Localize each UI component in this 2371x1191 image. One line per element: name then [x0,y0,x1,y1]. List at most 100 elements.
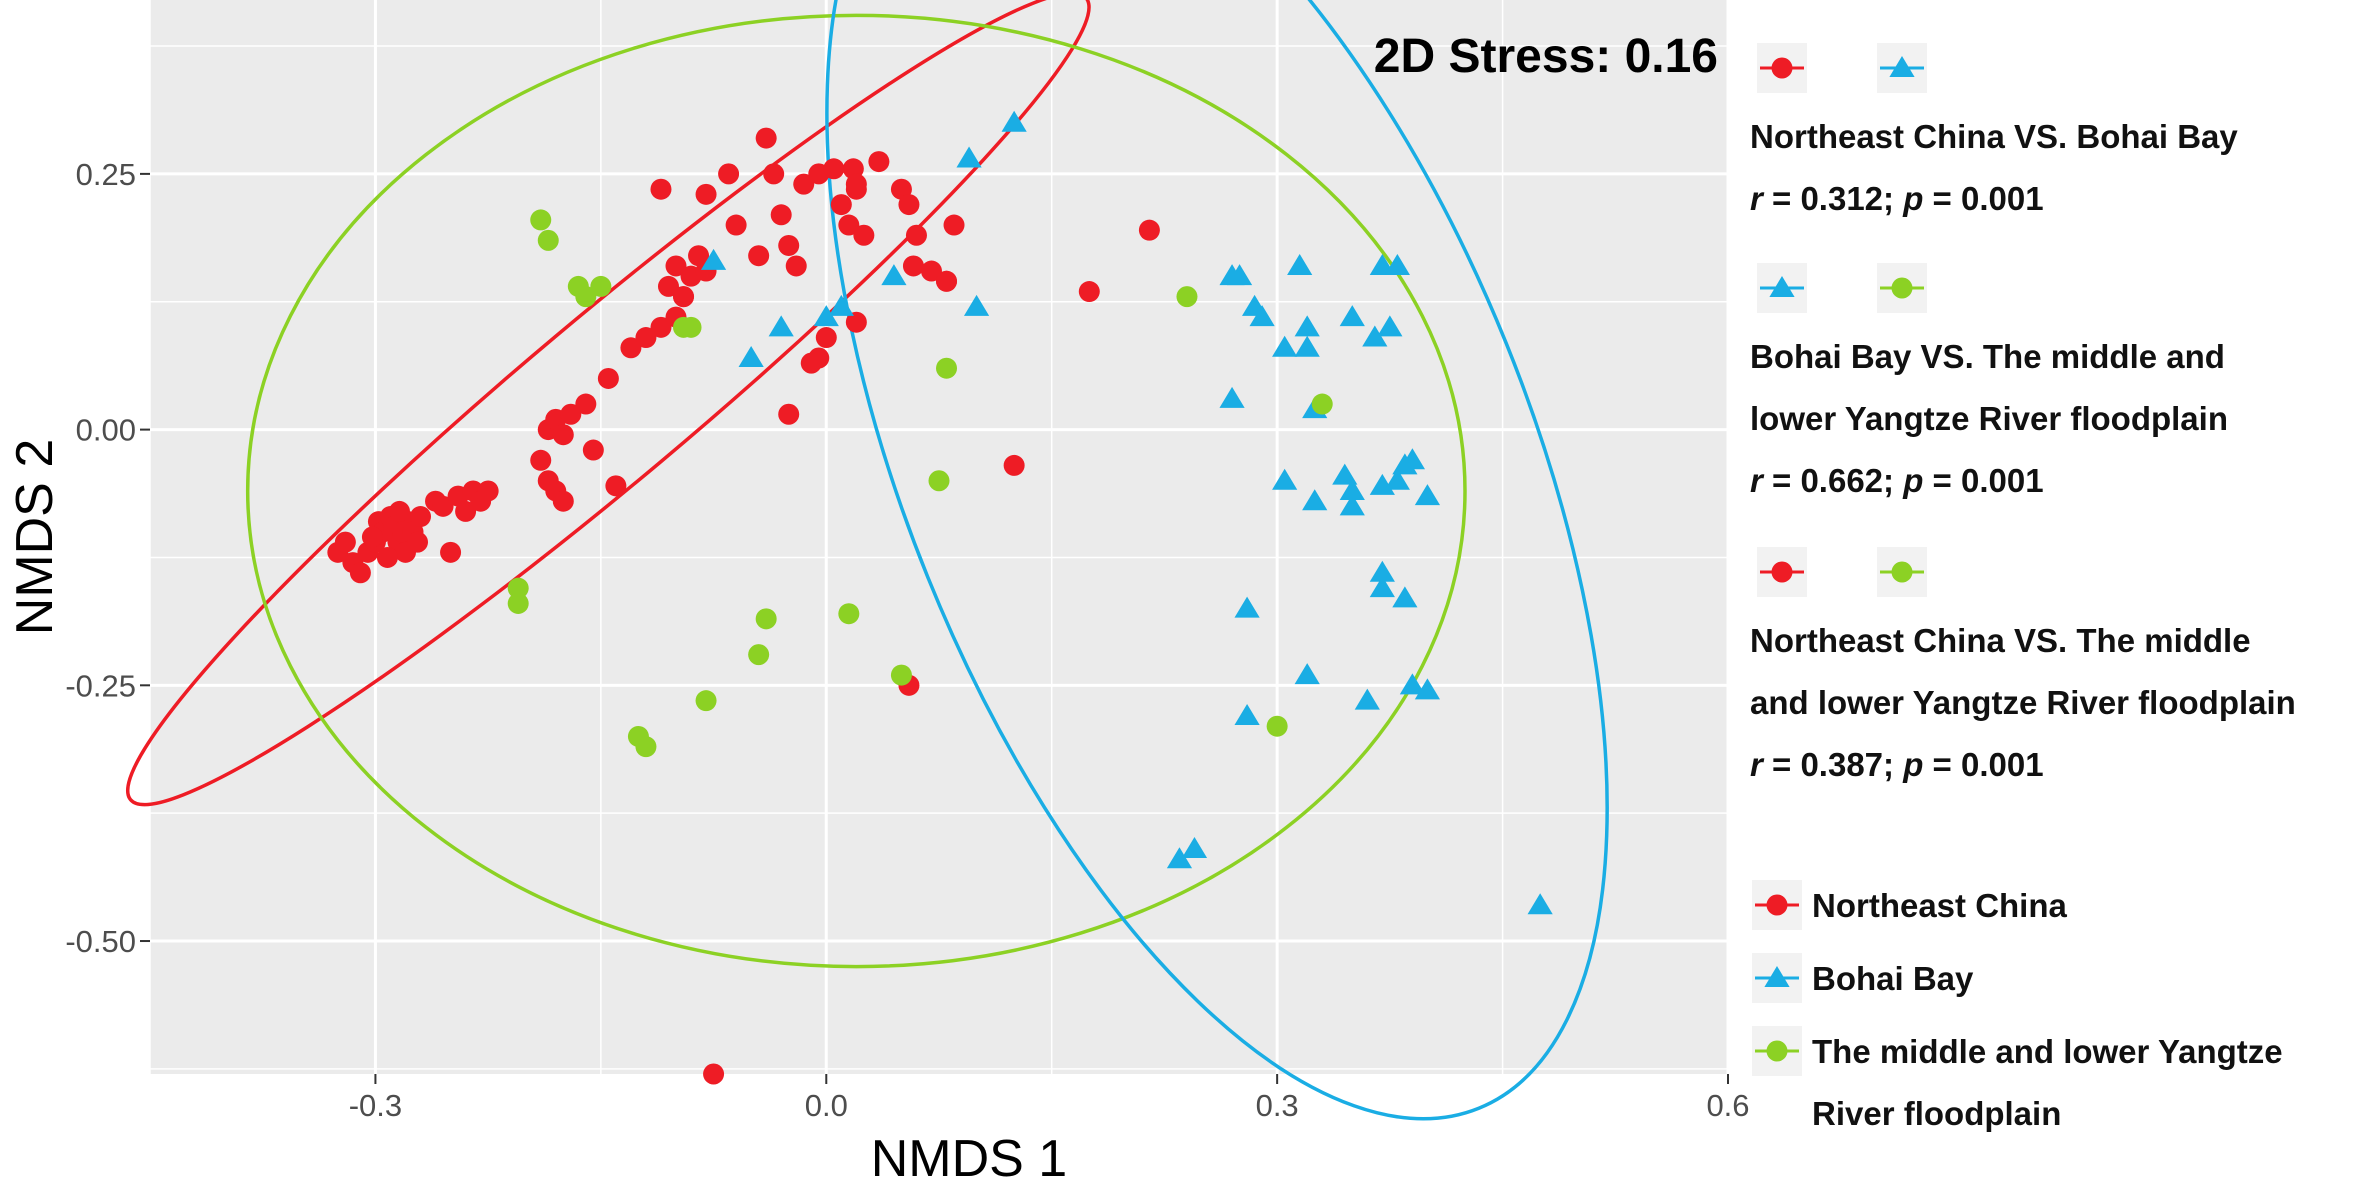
x-tick-label: 0.0 [805,1088,848,1123]
data-point-yangtze [838,603,860,625]
legend-key-northeast-dot [1771,561,1793,583]
data-point-bohai [1377,315,1403,337]
data-point-northeast [845,311,867,333]
data-point-northeast [718,163,740,185]
data-point-bohai [1414,678,1441,700]
x-tick-label: 0.6 [1706,1088,1749,1123]
data-point-northeast [898,194,920,216]
data-point-northeast [407,531,429,553]
data-point-bohai [828,294,854,316]
data-point-northeast [597,367,619,389]
data-point-yangtze [680,316,702,338]
data-point-northeast [650,178,672,200]
data-point-bohai [1001,110,1027,132]
data-point-bohai [1384,253,1410,275]
data-point-northeast [657,275,679,297]
data-point-bohai [1414,484,1441,506]
x-tick-label: -0.3 [349,1088,402,1123]
data-point-northeast [410,506,432,528]
data-point-bohai [1369,560,1395,582]
data-point-northeast [552,490,574,512]
y-axis-title: NMDS 2 [6,439,64,635]
data-point-northeast [1138,219,1160,241]
data-point-bohai [738,346,764,367]
data-point-northeast [838,214,860,236]
data-point-bohai [1226,264,1253,286]
legend-comparison-label: and lower Yangtze River floodplain [1750,684,2296,721]
data-point-bohai [1339,494,1365,516]
data-point-yangtze [1176,286,1198,308]
data-point-northeast [620,337,642,359]
data-point-bohai [1399,448,1425,470]
legend-group-label: Northeast China [1812,887,2068,924]
data-point-yangtze [530,209,552,231]
legend-group-bohai: Bohai Bay [1752,953,1974,1003]
data-point-bohai [1527,893,1553,915]
legend-key-northeast-dot [1771,57,1793,79]
confidence-ellipse-northeast [125,0,1091,807]
data-point-yangtze [590,275,612,297]
data-point-bohai [1384,468,1410,490]
confidence-ellipse-yangtze [245,13,1467,969]
legend-comparison-stats: r = 0.662; p = 0.001 [1750,462,2044,499]
x-axis-title: NMDS 1 [871,1130,1067,1188]
data-point-yangtze [507,592,529,614]
legend-key-bohai-triangle [1769,276,1795,297]
y-tick-label: -0.25 [65,668,136,703]
data-point-northeast [575,393,597,415]
legend-key-northeast-dot [1766,894,1788,916]
data-point-northeast [440,541,462,563]
data-point-yangtze [1266,715,1288,737]
data-point-northeast [530,449,552,471]
data-point-northeast [605,475,627,497]
data-point-bohai [1332,463,1358,485]
data-point-northeast [902,255,924,277]
legend-key-yangtze-dot [1766,1040,1788,1062]
legend-comparison-stats: r = 0.312; p = 0.001 [1750,180,2044,217]
data-point-bohai [963,294,990,316]
data-point-bohai [1219,386,1245,408]
data-point-bohai [1272,468,1298,490]
data-point-northeast [349,562,371,584]
legend-group-label: River floodplain [1812,1095,2061,1132]
data-point-northeast [725,214,747,236]
data-point-bohai [1392,586,1418,608]
data-point-bohai [768,315,794,337]
confidence-ellipse-group [825,0,1609,1121]
data-point-northeast [793,173,815,195]
data-point-northeast [943,214,965,236]
data-point-bohai [1302,489,1328,511]
data-point-bohai [881,264,907,286]
data-point-northeast [1003,454,1025,476]
data-point-northeast [755,127,777,149]
data-point-northeast [770,204,792,226]
data-point-bohai [1234,704,1260,725]
legend-key-bohai-triangle [1764,966,1790,987]
x-tick-label: 0.3 [1256,1088,1299,1123]
data-point-northeast [830,194,852,216]
legend-comparison: Northeast China VS. The middle and lower … [1750,547,2296,783]
data-point-bohai [1294,663,1320,685]
data-point-northeast [665,255,687,277]
data-point-northeast [695,183,717,205]
confidence-ellipse-bohai [825,0,1609,1121]
data-point-bohai [813,305,839,327]
data-point-bohai [1166,847,1193,869]
data-point-northeast [815,327,837,349]
data-point-northeast [432,495,454,517]
stress-annotation: 2D Stress: 0.16 [1374,30,1718,83]
data-point-bohai [1294,315,1320,337]
data-point-northeast [560,403,582,425]
legend-group-label: Bohai Bay [1812,960,1974,997]
data-point-northeast [552,424,574,446]
data-point-northeast [823,158,845,180]
data-point-bohai [1272,335,1298,357]
data-point-northeast [778,234,800,256]
y-tick-label: 0.00 [76,413,136,448]
legend-comparison-label: lower Yangtze River floodplain [1750,400,2228,437]
data-point-northeast [477,480,499,502]
data-point-yangtze [748,644,770,666]
legend-group-northeast: Northeast China [1752,880,2068,930]
data-point-northeast [650,316,672,338]
